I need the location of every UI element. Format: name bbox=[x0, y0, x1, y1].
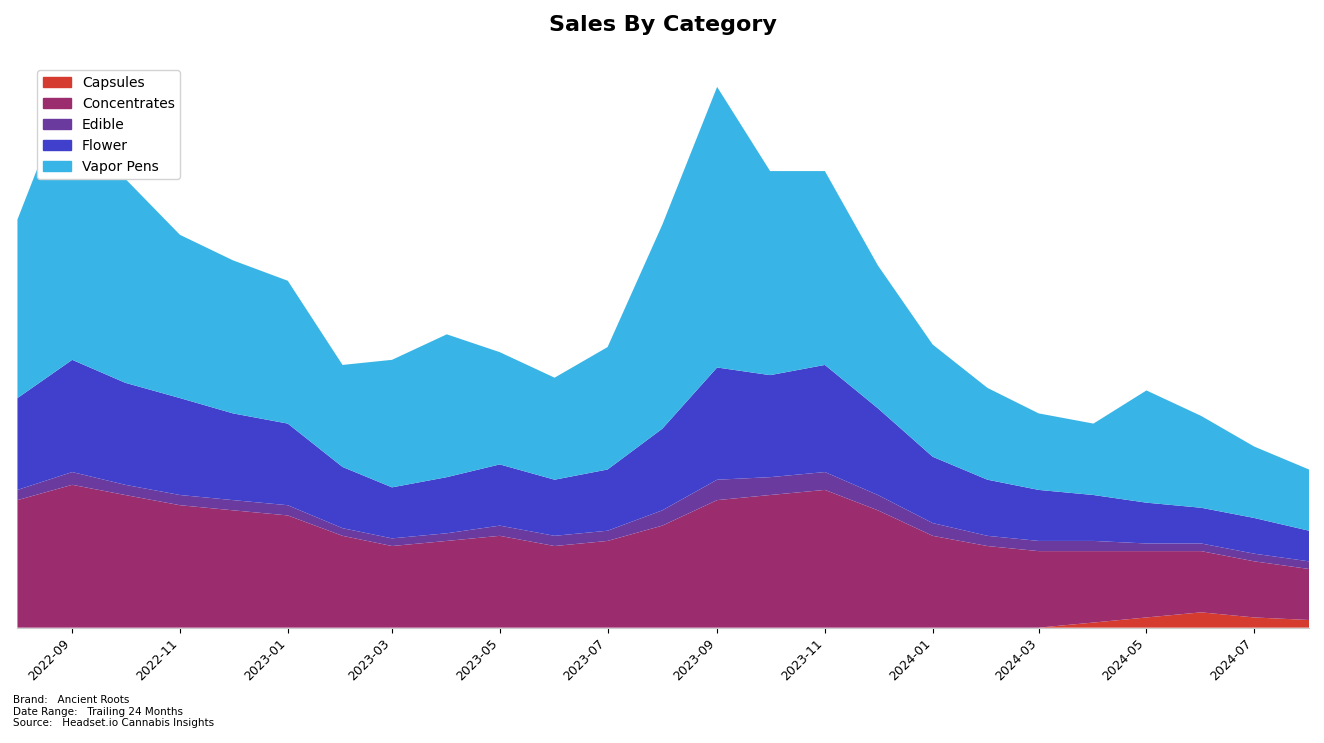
Text: Brand:   Ancient Roots
Date Range:   Trailing 24 Months
Source:   Headset.io Can: Brand: Ancient Roots Date Range: Trailin… bbox=[13, 695, 214, 728]
Title: Sales By Category: Sales By Category bbox=[549, 15, 777, 35]
Legend: Capsules, Concentrates, Edible, Flower, Vapor Pens: Capsules, Concentrates, Edible, Flower, … bbox=[37, 71, 180, 179]
